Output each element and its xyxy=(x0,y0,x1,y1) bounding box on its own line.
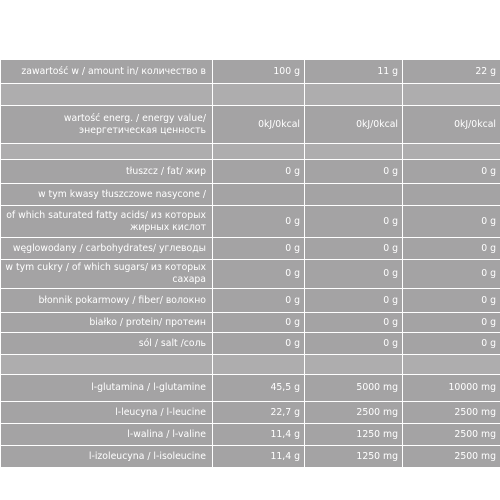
value-22g-cell: 22 g xyxy=(402,59,500,84)
value-11g-cell: 0 g xyxy=(304,259,403,289)
value-11g-cell xyxy=(304,183,403,206)
label-cell: wartość energ. / energy value/ энергетич… xyxy=(0,105,213,144)
value-100g-cell: 0 g xyxy=(212,332,305,355)
row-energy: wartość energ. / energy value/ энергетич… xyxy=(0,105,500,144)
value-11g-cell: 0kJ/0kcal xyxy=(304,105,403,144)
value-22g-cell: 0 g xyxy=(402,312,500,333)
label-cell xyxy=(0,354,213,375)
label-cell: białko / protein/ протеин xyxy=(0,312,213,333)
value-22g-cell: 10000 mg xyxy=(402,374,500,402)
value-11g-cell: 0 g xyxy=(304,237,403,260)
row-fat: tłuszcz / fat/ жир 0 g 0 g 0 g xyxy=(0,159,500,184)
value-11g-cell: 0 g xyxy=(304,205,403,238)
value-100g-cell: 0 g xyxy=(212,288,305,313)
value-22g-cell: 0 g xyxy=(402,205,500,238)
label-cell: tłuszcz / fat/ жир xyxy=(0,159,213,184)
value-22g-cell xyxy=(402,143,500,160)
value-100g-cell: 22,7 g xyxy=(212,401,305,424)
label-cell: w tym cukry / of which sugars/ из которы… xyxy=(0,259,213,289)
row-spacer xyxy=(0,354,500,375)
value-22g-cell: 0 g xyxy=(402,332,500,355)
value-22g-cell xyxy=(402,183,500,206)
value-22g-cell: 2500 mg xyxy=(402,401,500,424)
row-protein: białko / protein/ протеин 0 g 0 g 0 g xyxy=(0,312,500,333)
row-spacer xyxy=(0,83,500,106)
value-11g-cell: 1250 mg xyxy=(304,423,403,446)
value-100g-cell xyxy=(212,143,305,160)
value-22g-cell: 0 g xyxy=(402,159,500,184)
value-22g-cell xyxy=(402,354,500,375)
value-22g-cell: 0 g xyxy=(402,288,500,313)
value-100g-cell: 0 g xyxy=(212,259,305,289)
value-11g-cell: 11 g xyxy=(304,59,403,84)
row-leucine: l-leucyna / l-leucine 22,7 g 2500 mg 250… xyxy=(0,401,500,424)
row-sugars: w tym cukry / of which sugars/ из которы… xyxy=(0,259,500,289)
label-cell: l-izoleucyna / l-isoleucine xyxy=(0,445,213,468)
value-100g-cell: 0 g xyxy=(212,205,305,238)
label-cell: l-glutamina / l-glutamine xyxy=(0,374,213,402)
label-cell: l-leucyna / l-leucine xyxy=(0,401,213,424)
value-11g-cell: 0 g xyxy=(304,332,403,355)
value-11g-cell xyxy=(304,83,403,106)
value-100g-cell: 11,4 g xyxy=(212,445,305,468)
value-22g-cell: 0 g xyxy=(402,237,500,260)
value-11g-cell xyxy=(304,354,403,375)
row-glutamine: l-glutamina / l-glutamine 45,5 g 5000 mg… xyxy=(0,374,500,402)
value-100g-cell: 11,4 g xyxy=(212,423,305,446)
label-cell: l-walina / l-valine xyxy=(0,423,213,446)
value-22g-cell: 0kJ/0kcal xyxy=(402,105,500,144)
value-11g-cell: 0 g xyxy=(304,159,403,184)
label-cell: sól / salt /соль xyxy=(0,332,213,355)
value-11g-cell: 0 g xyxy=(304,288,403,313)
value-11g-cell: 0 g xyxy=(304,312,403,333)
label-cell: węglowodany / carbohydrates/ углеводы xyxy=(0,237,213,260)
row-valine: l-walina / l-valine 11,4 g 1250 mg 2500 … xyxy=(0,423,500,446)
value-100g-cell xyxy=(212,354,305,375)
row-isoleucine: l-izoleucyna / l-isoleucine 11,4 g 1250 … xyxy=(0,445,500,468)
row-spacer xyxy=(0,143,500,160)
label-cell: błonnik pokarmowy / fiber/ волокно xyxy=(0,288,213,313)
row-amount: zawartość w / amount in/ количество в 10… xyxy=(0,59,500,84)
value-100g-cell: 0 g xyxy=(212,159,305,184)
nutrition-table: zawartość w / amount in/ количество в 10… xyxy=(0,59,500,468)
value-100g-cell: 0 g xyxy=(212,312,305,333)
value-100g-cell xyxy=(212,83,305,106)
label-cell: of which saturated fatty acids/ из котор… xyxy=(0,205,213,238)
value-100g-cell: 0 g xyxy=(212,237,305,260)
value-100g-cell xyxy=(212,183,305,206)
row-salt: sól / salt /соль 0 g 0 g 0 g xyxy=(0,332,500,355)
row-saturated-fat: of which saturated fatty acids/ из котор… xyxy=(0,205,500,238)
value-100g-cell: 45,5 g xyxy=(212,374,305,402)
label-cell: w tym kwasy tłuszczowe nasycone / xyxy=(0,183,213,206)
value-100g-cell: 0kJ/0kcal xyxy=(212,105,305,144)
value-100g-cell: 100 g xyxy=(212,59,305,84)
value-11g-cell: 1250 mg xyxy=(304,445,403,468)
row-fiber: błonnik pokarmowy / fiber/ волокно 0 g 0… xyxy=(0,288,500,313)
label-cell: zawartość w / amount in/ количество в xyxy=(0,59,213,84)
row-saturated-header: w tym kwasy tłuszczowe nasycone / xyxy=(0,183,500,206)
value-11g-cell: 5000 mg xyxy=(304,374,403,402)
value-11g-cell xyxy=(304,143,403,160)
value-22g-cell: 0 g xyxy=(402,259,500,289)
label-cell xyxy=(0,83,213,106)
value-22g-cell xyxy=(402,83,500,106)
label-cell xyxy=(0,143,213,160)
value-22g-cell: 2500 mg xyxy=(402,445,500,468)
value-22g-cell: 2500 mg xyxy=(402,423,500,446)
value-11g-cell: 2500 mg xyxy=(304,401,403,424)
row-carbohydrates: węglowodany / carbohydrates/ углеводы 0 … xyxy=(0,237,500,260)
